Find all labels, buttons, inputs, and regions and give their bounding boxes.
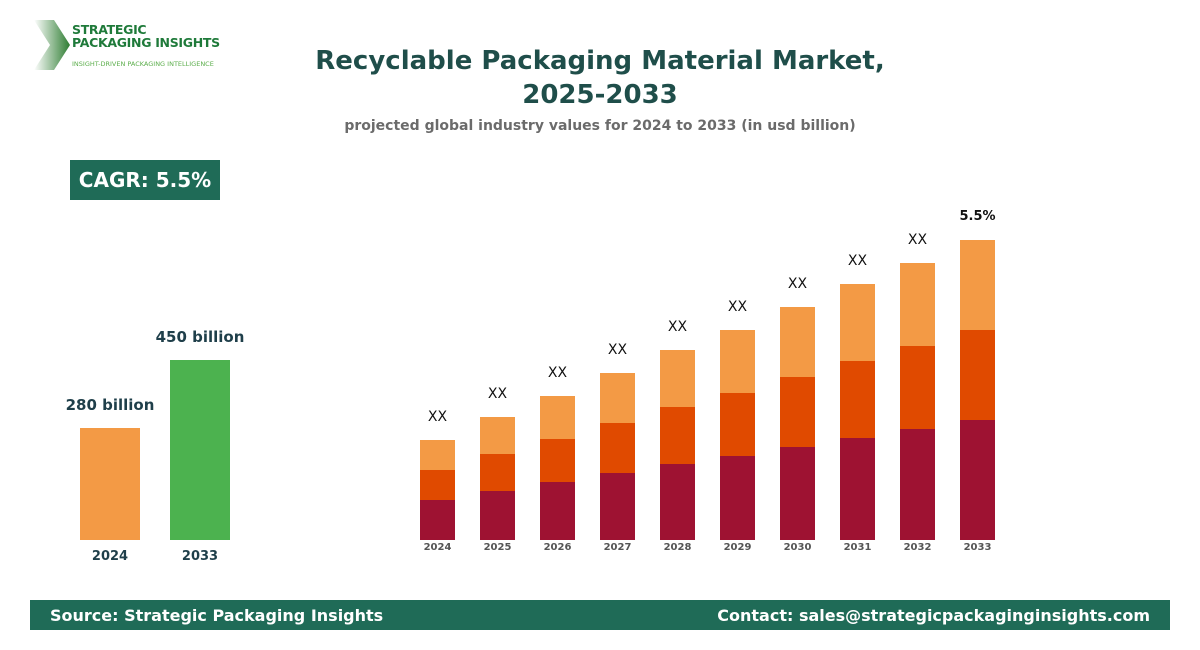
- footer: Source: Strategic Packaging Insights Con…: [30, 600, 1170, 630]
- x-tick-label: 2027: [604, 542, 632, 553]
- bar-segment-2032-0: [900, 429, 935, 540]
- bar-segment-2029-0: [720, 456, 755, 540]
- bar-segment-2027-2: [600, 373, 635, 423]
- logo-chevron-icon: [34, 20, 70, 70]
- bar-segment-2028-0: [660, 464, 695, 540]
- data-label: XX: [788, 276, 808, 292]
- x-tick-label: 2031: [844, 542, 872, 553]
- bar-segment-2024-1: [420, 470, 455, 500]
- page-title: Recyclable Packaging Material Market, 202…: [315, 46, 885, 110]
- bar-segment-2031-2: [840, 284, 875, 361]
- x-tick-label: 2028: [664, 542, 692, 553]
- bar-2033: [170, 360, 230, 540]
- bar-segment-2033-1: [960, 330, 995, 420]
- bar-segment-2025-1: [480, 454, 515, 491]
- bar-segment-2026-0: [540, 482, 575, 540]
- x-tick-label: 2026: [544, 542, 572, 553]
- x-tick-label: 2030: [784, 542, 812, 553]
- bar-segment-2031-0: [840, 438, 875, 540]
- data-label: XX: [848, 253, 868, 269]
- data-label: XX: [728, 299, 748, 315]
- data-label: XX: [908, 232, 928, 248]
- x-tick-label: 2024: [92, 549, 128, 564]
- x-tick-label: 2033: [964, 542, 992, 553]
- bar-segment-2032-1: [900, 346, 935, 429]
- bar-segment-2027-0: [600, 473, 635, 540]
- logo: STRATEGIC PACKAGING INSIGHTS INSIGHT-DRIV…: [30, 18, 230, 73]
- x-tick-label: 2032: [904, 542, 932, 553]
- x-tick-label: 2024: [424, 542, 452, 553]
- bar-segment-2029-2: [720, 330, 755, 393]
- bar-segment-2030-2: [780, 307, 815, 377]
- bar-segment-2025-2: [480, 417, 515, 454]
- data-label: 5.5%: [959, 209, 995, 224]
- bar-segment-2024-2: [420, 440, 455, 470]
- bar-segment-2031-1: [840, 361, 875, 438]
- bar-segment-2030-1: [780, 377, 815, 447]
- bar-segment-2026-1: [540, 439, 575, 482]
- x-tick-label: 2029: [724, 542, 752, 553]
- bar-segment-2027-1: [600, 423, 635, 473]
- logo-tagline: INSIGHT-DRIVEN PACKAGING INTELLIGENCE: [72, 60, 214, 68]
- bar-segment-2033-2: [960, 240, 995, 330]
- data-label: XX: [548, 365, 568, 381]
- x-tick-label: 2025: [484, 542, 512, 553]
- contact-text[interactable]: Contact: sales@strategicpackaginginsight…: [717, 605, 1150, 625]
- data-label: XX: [488, 386, 508, 402]
- bar-segment-2032-2: [900, 263, 935, 346]
- subtitle: projected global industry values for 202…: [344, 118, 856, 134]
- data-label: 450 billion: [156, 328, 245, 346]
- bar-segment-2028-1: [660, 407, 695, 464]
- bar-segment-2026-2: [540, 396, 575, 439]
- bar-segment-2029-1: [720, 393, 755, 456]
- bar-segment-2024-0: [420, 500, 455, 540]
- bar-segment-2028-2: [660, 350, 695, 407]
- bar-segment-2025-0: [480, 491, 515, 540]
- data-label: 280 billion: [66, 396, 155, 414]
- bar-segment-2033-0: [960, 420, 995, 540]
- data-label: XX: [608, 342, 628, 358]
- data-label: XX: [428, 409, 448, 425]
- logo-name: STRATEGIC PACKAGING INSIGHTS: [72, 22, 220, 50]
- bar-2024: [80, 428, 140, 540]
- source-text: Source: Strategic Packaging Insights: [50, 605, 384, 625]
- bar-segment-2030-0: [780, 447, 815, 540]
- data-label: XX: [668, 319, 688, 335]
- x-tick-label: 2033: [182, 549, 218, 564]
- cagr-badge: CAGR: 5.5%: [70, 160, 220, 200]
